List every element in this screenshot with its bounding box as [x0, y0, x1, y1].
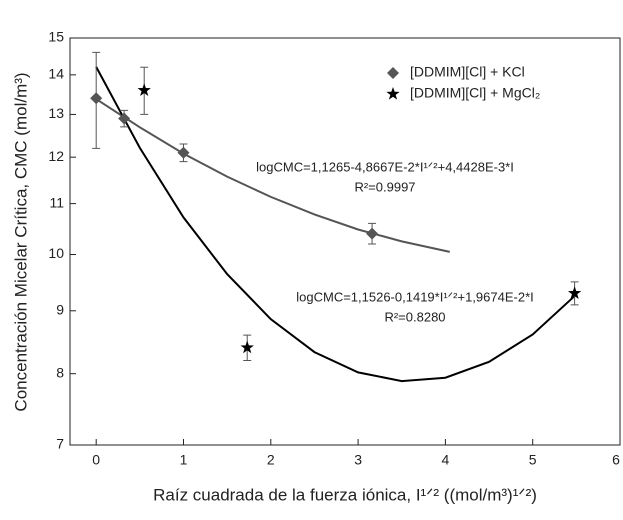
y-tick-label: 14 — [48, 66, 64, 82]
x-tick-label: 5 — [529, 452, 537, 468]
point — [567, 286, 582, 299]
y-tick-label: 8 — [56, 364, 64, 380]
legend-label: [DDMIM][Cl] + MgCl₂ — [410, 85, 540, 101]
y-tick-label: 12 — [48, 148, 64, 164]
annotation: R²=0.9997 — [354, 179, 415, 194]
point — [90, 92, 103, 105]
legend-label: [DDMIM][Cl] + KCl — [410, 64, 525, 80]
y-tick-label: 10 — [48, 245, 64, 261]
x-tick-label: 1 — [180, 452, 188, 468]
point — [177, 146, 190, 159]
point — [137, 83, 151, 96]
y-tick-label: 11 — [49, 194, 64, 210]
x-tick-label: 3 — [354, 452, 362, 468]
x-tick-label: 4 — [441, 452, 449, 468]
x-tick-label: 0 — [92, 452, 100, 468]
fit-line — [95, 66, 578, 383]
x-axis-label: Raíz cuadrada de la fuerza iónica, I¹ᐟ² … — [153, 485, 537, 504]
y-tick-label: 9 — [56, 301, 64, 317]
x-tick-label: 6 — [612, 452, 620, 468]
x-tick-label: 2 — [267, 452, 275, 468]
point — [366, 227, 379, 240]
legend-marker — [387, 67, 399, 79]
fit-line — [95, 98, 450, 253]
annotation: logCMC=1,1526-0,1419*I¹ᐟ²+1,9674E-2*I — [296, 289, 534, 304]
point — [118, 112, 131, 125]
y-tick-label: 7 — [56, 436, 64, 452]
point — [240, 340, 254, 354]
y-tick-label: 15 — [48, 29, 64, 45]
plot-frame — [69, 37, 621, 446]
y-axis-label: Concentración Micelar Crítica, CMC (mol/… — [11, 72, 30, 411]
annotation: logCMC=1,1265-4,8667E-2*I¹ᐟ²+4,4428E-3*I — [256, 159, 514, 174]
annotation: R²=0.8280 — [384, 309, 445, 324]
legend-marker — [386, 87, 400, 100]
y-tick-label: 13 — [48, 105, 64, 121]
